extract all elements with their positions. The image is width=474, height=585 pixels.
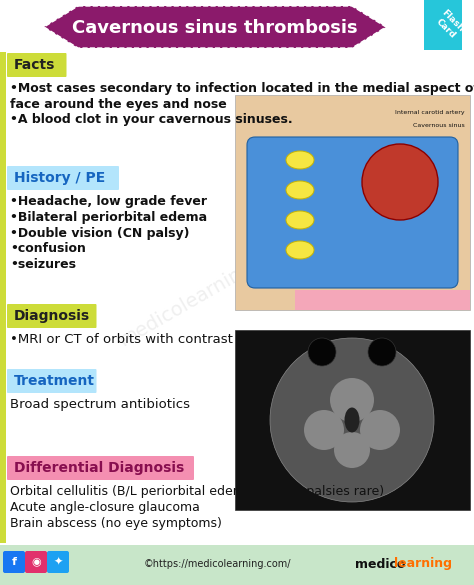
Text: f: f	[11, 557, 17, 567]
Text: •Headache, low grade fever: •Headache, low grade fever	[10, 195, 207, 208]
Text: Cavernous sinus: Cavernous sinus	[413, 123, 465, 128]
FancyBboxPatch shape	[25, 551, 47, 573]
Ellipse shape	[286, 211, 314, 229]
Text: •confusion: •confusion	[10, 242, 86, 255]
Text: Brain abscess (no eye symptoms): Brain abscess (no eye symptoms)	[10, 517, 222, 529]
Text: ✦: ✦	[53, 557, 63, 567]
FancyBboxPatch shape	[7, 53, 66, 77]
Text: medico: medico	[355, 558, 405, 570]
Text: Diagnosis: Diagnosis	[14, 309, 90, 323]
Text: History / PE: History / PE	[14, 171, 105, 185]
Circle shape	[308, 338, 336, 366]
Ellipse shape	[345, 408, 359, 432]
FancyBboxPatch shape	[3, 551, 25, 573]
Circle shape	[330, 378, 374, 422]
Text: •Bilateral periorbital edema: •Bilateral periorbital edema	[10, 211, 207, 223]
Text: Differential Diagnosis: Differential Diagnosis	[14, 461, 184, 475]
Circle shape	[304, 410, 344, 450]
Text: ◉: ◉	[31, 557, 41, 567]
Text: Flash
Card: Flash Card	[432, 9, 465, 42]
FancyBboxPatch shape	[247, 137, 458, 288]
Text: •A blood clot in your cavernous sinuses.: •A blood clot in your cavernous sinuses.	[10, 113, 292, 126]
Circle shape	[270, 338, 434, 502]
Text: Treatment: Treatment	[14, 374, 95, 388]
FancyBboxPatch shape	[235, 330, 470, 510]
FancyBboxPatch shape	[7, 456, 194, 480]
FancyBboxPatch shape	[235, 95, 470, 310]
Ellipse shape	[286, 151, 314, 169]
Polygon shape	[424, 0, 462, 50]
Text: medicolearning.com: medicolearning.com	[116, 234, 298, 350]
Ellipse shape	[286, 181, 314, 199]
Text: Acute angle-closure glaucoma: Acute angle-closure glaucoma	[10, 501, 200, 514]
FancyBboxPatch shape	[7, 369, 97, 393]
Polygon shape	[295, 290, 470, 310]
FancyBboxPatch shape	[0, 52, 6, 543]
Text: Orbital cellulitis (B/L periorbital edema and CN palsies rare): Orbital cellulitis (B/L periorbital edem…	[10, 485, 384, 498]
FancyBboxPatch shape	[0, 545, 474, 585]
FancyBboxPatch shape	[7, 166, 119, 190]
Text: ©https://medicolearning.com/: ©https://medicolearning.com/	[143, 559, 291, 569]
Text: face around the eyes and nose: face around the eyes and nose	[10, 98, 227, 111]
Text: •Most cases secondary to infection located in the medial aspect of the: •Most cases secondary to infection locat…	[10, 82, 474, 95]
Ellipse shape	[286, 241, 314, 259]
Circle shape	[368, 338, 396, 366]
Circle shape	[362, 144, 438, 220]
Text: Cavernous sinus thrombosis: Cavernous sinus thrombosis	[72, 19, 358, 37]
Text: Broad spectrum antibiotics: Broad spectrum antibiotics	[10, 398, 190, 411]
Text: •MRI or CT of orbits with contrast: •MRI or CT of orbits with contrast	[10, 333, 233, 346]
Circle shape	[360, 410, 400, 450]
Text: •Double vision (CN palsy): •Double vision (CN palsy)	[10, 226, 190, 239]
Circle shape	[334, 432, 370, 468]
Text: Facts: Facts	[14, 58, 55, 72]
Text: •seizures: •seizures	[10, 258, 76, 271]
FancyBboxPatch shape	[47, 551, 69, 573]
Polygon shape	[44, 6, 386, 48]
FancyBboxPatch shape	[7, 304, 97, 328]
Text: Internal carotid artery: Internal carotid artery	[395, 110, 465, 115]
Text: learning: learning	[394, 558, 452, 570]
